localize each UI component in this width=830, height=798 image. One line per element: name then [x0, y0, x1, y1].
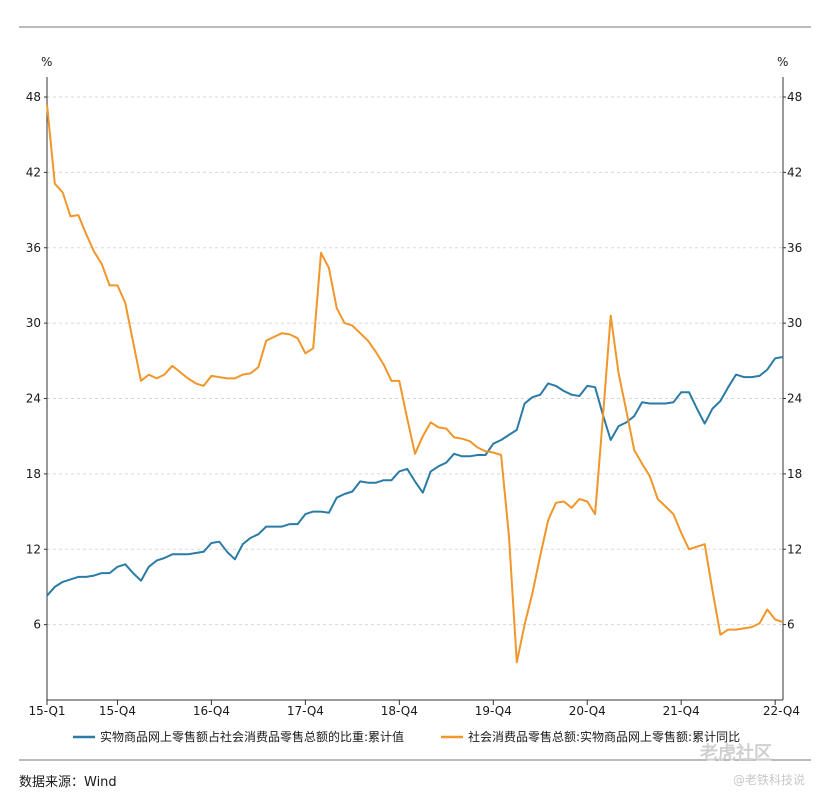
x-tick-label-20-Q4: 20-Q4 [569, 704, 606, 718]
left-tick-label-36: 36 [26, 241, 41, 255]
legend: 实物商品网上零售额占社会消费品零售总额的比重:累计值 社会消费品零售总额:实物商… [73, 729, 740, 744]
right-tick-label-42: 42 [787, 165, 802, 179]
x-tick-label-15-Q4: 15-Q4 [99, 704, 136, 718]
x-tick-label-22-Q4: 22-Q4 [763, 704, 800, 718]
series-line-share [46, 356, 784, 597]
right-tick-label-18: 18 [787, 467, 802, 481]
right-tick-label-30: 30 [787, 316, 802, 330]
left-axis-unit: % [41, 55, 52, 69]
x-tick-label-18-Q4: 18-Q4 [381, 704, 418, 718]
legend-label-share: 实物商品网上零售额占社会消费品零售总额的比重:累计值 [100, 729, 404, 744]
left-tick-label-12: 12 [26, 542, 41, 556]
left-tick-label-48: 48 [26, 90, 41, 104]
left-tick-label-42: 42 [26, 165, 41, 179]
x-tick-label-21-Q4: 21-Q4 [663, 704, 700, 718]
x-tick-label-17-Q4: 17-Q4 [287, 704, 324, 718]
x-tick-label-19-Q4: 19-Q4 [475, 704, 512, 718]
right-tick-label-12: 12 [787, 542, 802, 556]
axes: 6 6 12 12 18 18 24 24 30 30 36 36 42 42 48 48 15-Q1 15-Q4… [26, 77, 802, 718]
right-axis-unit: % [777, 55, 788, 69]
watermark-author: @老铁科技说 [733, 773, 806, 787]
right-tick-label-24: 24 [787, 392, 802, 406]
left-tick-label-30: 30 [26, 316, 41, 330]
right-tick-label-36: 36 [787, 241, 802, 255]
right-tick-label-6: 6 [787, 618, 795, 632]
watermark-logo: 老虎社区 [700, 743, 772, 764]
left-tick-label-18: 18 [26, 467, 41, 481]
legend-label-yoy: 社会消费品零售总额:实物商品网上零售额:累计同比 [468, 729, 740, 744]
x-tick-label-15-Q1: 15-Q1 [28, 704, 65, 718]
x-tick-label-16-Q4: 16-Q4 [193, 704, 230, 718]
left-tick-label-24: 24 [26, 392, 41, 406]
source-note: 数据来源：Wind [19, 775, 117, 790]
series-line-yoy [46, 104, 784, 664]
right-tick-label-48: 48 [787, 90, 802, 104]
gridlines [47, 96, 783, 626]
left-tick-label-6: 6 [33, 618, 41, 632]
series-layer [46, 104, 784, 664]
